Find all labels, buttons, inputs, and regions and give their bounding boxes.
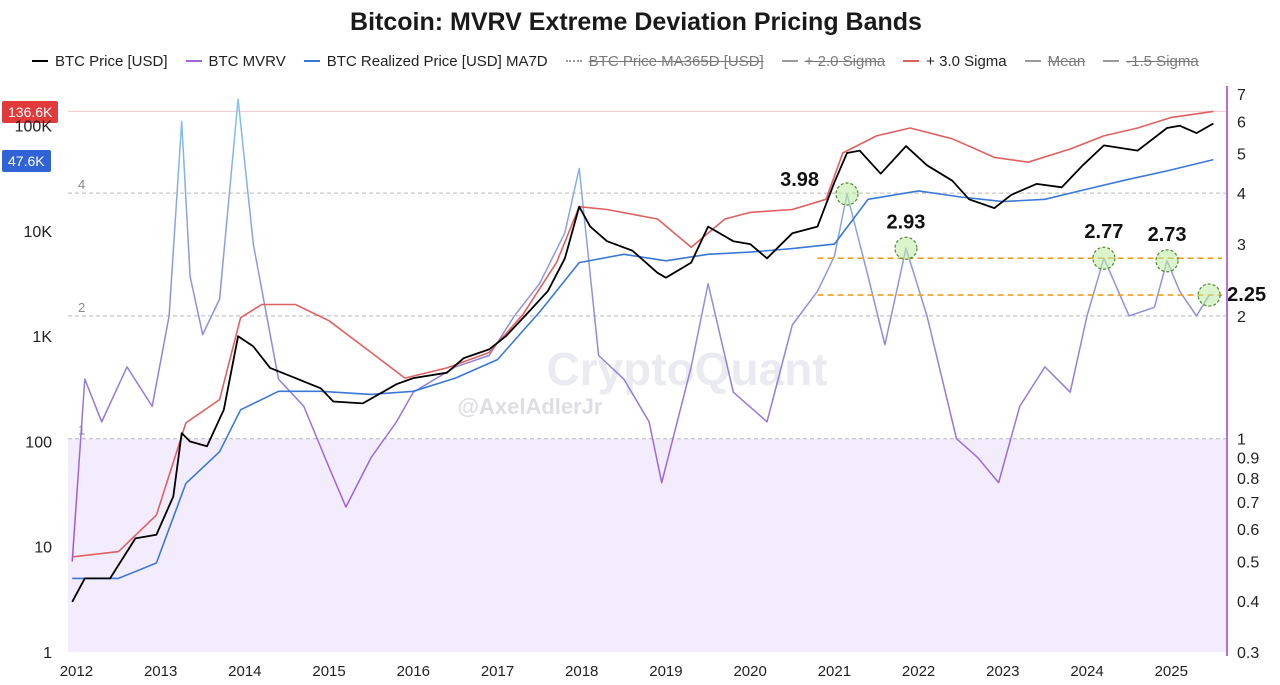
- legend-item[interactable]: BTC Price MA365D [USD]: [565, 52, 764, 70]
- legend-label: BTC Price MA365D [USD]: [588, 52, 764, 70]
- legend-item[interactable]: BTC Price [USD]: [32, 53, 168, 70]
- left-axis-tick-label: 1K: [32, 329, 52, 346]
- legend-swatch: [303, 60, 320, 62]
- reference-line-label: 4: [78, 177, 85, 192]
- legend-swatch: [781, 60, 798, 62]
- right-axis-tick-label: 2: [1237, 309, 1246, 326]
- series-line-btc-mvrv: [71, 98, 1210, 562]
- right-axis-tick-label: 0.5: [1237, 555, 1259, 572]
- peak-annotation-label: 2.77: [1084, 221, 1123, 243]
- legend-label: + 2.0 Sigma: [804, 52, 886, 70]
- peak-marker-circle: [1092, 246, 1116, 270]
- x-axis-tick-label: 2022: [902, 663, 935, 680]
- x-axis-tick-label: 2018: [565, 663, 598, 680]
- series-line-btc-realized-price-usd-ma7d: [72, 158, 1214, 580]
- right-axis-tick-label: 0.8: [1237, 471, 1259, 488]
- x-axis-tick-label: 2019: [649, 663, 682, 680]
- right-axis-tick-label: 5: [1237, 147, 1246, 164]
- left-axis-tick-label: 10: [34, 540, 52, 557]
- legend-label: Mean: [1047, 52, 1086, 70]
- series-line--3-0-sigma: [72, 110, 1214, 558]
- legend-item[interactable]: + 2.0 Sigma: [781, 52, 886, 70]
- current-value-badge-realized: 47.6K: [2, 150, 51, 172]
- legend-label: -1.5 Sigma: [1126, 52, 1199, 70]
- legend-item[interactable]: -1.5 Sigma: [1103, 53, 1199, 70]
- peak-marker-circle: [1197, 283, 1221, 307]
- x-axis-tick-label: 2023: [986, 663, 1019, 680]
- reference-line-label: 2: [78, 300, 85, 315]
- legend-item[interactable]: BTC Realized Price [USD] MA7D: [303, 52, 548, 70]
- right-axis-tick-label: 1: [1237, 432, 1246, 449]
- legend-swatch: [903, 60, 920, 62]
- legend-swatch: [185, 60, 202, 62]
- current-value-badge-sigma: 136.6K: [2, 101, 59, 123]
- right-axis-tick-label: 0.7: [1237, 495, 1259, 512]
- mvrv-below-one-area: [68, 438, 1226, 652]
- legend-swatch: [1103, 60, 1120, 62]
- x-axis-tick-label: 2017: [481, 663, 514, 680]
- legend-swatch: [1024, 60, 1041, 62]
- right-axis-tick-label: 4: [1237, 186, 1246, 203]
- series-line-btc-price-usd: [71, 122, 1214, 603]
- legend-swatch: [565, 60, 582, 62]
- legend-swatch: [32, 60, 48, 62]
- x-axis-tick-label: 2012: [60, 663, 93, 680]
- x-axis-tick-label: 2015: [312, 663, 345, 680]
- x-axis-tick-label: 2020: [733, 663, 766, 680]
- peak-marker-circle: [835, 182, 859, 206]
- legend-label: BTC Realized Price [USD] MA7D: [326, 52, 548, 70]
- chart-title: Bitcoin: MVRV Extreme Deviation Pricing …: [350, 8, 922, 36]
- legend-label: + 3.0 Sigma: [926, 52, 1007, 70]
- right-axis-tick-label: 0.6: [1237, 522, 1259, 539]
- x-axis-tick-label: 2016: [397, 663, 430, 680]
- x-axis-tick-label: 2014: [228, 663, 261, 680]
- left-axis-tick-label: 100: [25, 434, 52, 451]
- peak-annotation-label: 2.25: [1227, 284, 1266, 306]
- left-axis-tick-label: 10K: [24, 224, 53, 241]
- right-axis-tick-label: 7: [1237, 87, 1246, 104]
- peak-annotation-label: 3.98: [780, 169, 819, 191]
- legend-item[interactable]: BTC MVRV: [185, 52, 286, 70]
- left-axis-tick-label: 100K: [15, 119, 53, 136]
- right-axis-tick-label: 0.9: [1237, 450, 1259, 467]
- x-axis-tick-label: 2013: [144, 663, 177, 680]
- watermark-handle: @AxelAdlerJr: [458, 394, 603, 419]
- legend-item[interactable]: Mean: [1024, 52, 1086, 70]
- peak-annotation-label: 2.93: [887, 211, 926, 233]
- peak-marker-circle: [1155, 249, 1179, 273]
- peak-marker-circle: [894, 236, 918, 260]
- legend-label: BTC Price [USD]: [55, 52, 168, 70]
- left-axis-tick-label: 1: [43, 645, 52, 662]
- x-axis-tick-label: 2024: [1070, 663, 1103, 680]
- x-axis-tick-label: 2025: [1155, 663, 1188, 680]
- x-axis-tick-label: 2021: [818, 663, 851, 680]
- right-axis-tick-label: 3: [1237, 237, 1246, 254]
- right-axis-tick-label: 0.4: [1237, 594, 1259, 611]
- right-axis-tick-label: 6: [1237, 114, 1246, 131]
- legend-label: BTC MVRV: [208, 52, 286, 70]
- chart-legend: BTC Price [USD] BTC MVRV BTC Realized Pric…: [32, 50, 1217, 72]
- peak-annotation-label: 2.73: [1148, 224, 1187, 246]
- legend-item[interactable]: + 3.0 Sigma: [903, 52, 1007, 70]
- right-axis-tick-label: 0.3: [1237, 645, 1259, 662]
